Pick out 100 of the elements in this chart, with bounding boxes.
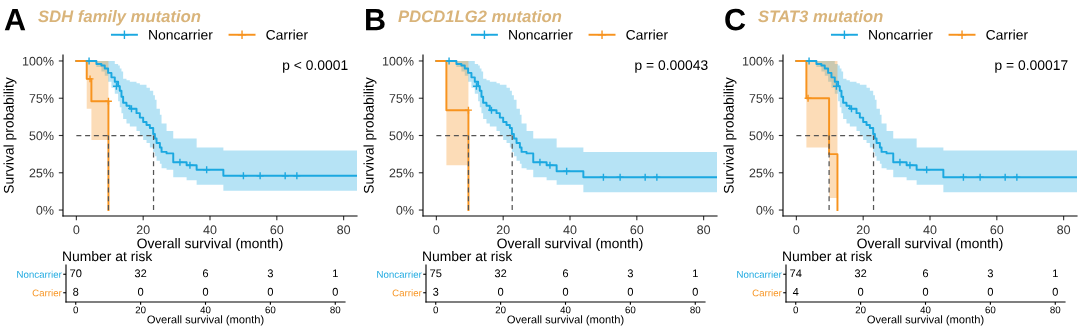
data-label: 0 [627, 287, 634, 296]
legend-label: Noncarrier [509, 29, 573, 40]
point [652, 173, 662, 182]
x-tick-label: 60 [630, 225, 644, 235]
x-tick-label: 80 [330, 306, 341, 314]
y-tick-label: 75% [749, 94, 774, 103]
data-label: 3 [987, 269, 993, 278]
annotation: p = 0.00043 [635, 60, 708, 73]
chart-title: SDH family mutation [38, 10, 201, 26]
x-tick-label: 0 [433, 306, 439, 314]
point [292, 171, 302, 180]
legend-label: Noncarrier [869, 29, 933, 40]
x-tick-label: 0 [73, 225, 80, 235]
point [975, 173, 985, 182]
data-label: 32 [134, 269, 147, 278]
x-tick-label: 20 [136, 225, 150, 235]
y-tick-label: 25% [389, 168, 414, 178]
data-label: 0 [1052, 287, 1058, 296]
data-label: 1 [333, 269, 338, 278]
text: A [4, 9, 26, 31]
x-tick-label: 20 [495, 306, 506, 314]
x-tick-label: 0 [73, 306, 79, 314]
y-tick-label: 25% [29, 168, 54, 178]
x-tick-label: 80 [690, 306, 701, 314]
x-tick-label: 20 [856, 225, 870, 235]
x-tick-label: 20 [496, 225, 510, 235]
x-tick-label: 80 [697, 225, 711, 235]
x-tick-label: 0 [433, 225, 440, 235]
y-tick-label: 100% [382, 56, 414, 66]
data-label: 3 [433, 287, 439, 296]
data-label: 3 [627, 269, 633, 278]
y-tick-label: Noncarrier [737, 270, 782, 278]
y-tick-label: Carrier [752, 289, 782, 297]
data-label: 3 [267, 269, 273, 278]
data-label: 0 [202, 287, 209, 296]
data-label: 6 [922, 269, 929, 278]
data-label: 0 [332, 287, 338, 296]
point [281, 171, 290, 180]
x-tick-label: 40 [923, 225, 937, 235]
text: B [366, 9, 385, 31]
y-axis-title: Survival probability [3, 77, 17, 194]
data-label: 6 [202, 269, 209, 278]
x-tick-label: 40 [560, 306, 571, 314]
y-tick-label: 50% [29, 131, 54, 141]
x-axis-title: Overall survival (month) [507, 315, 624, 326]
y-tick-label: Carrier [32, 289, 62, 297]
data-label: 0 [987, 287, 994, 296]
y-tick-label: Noncarrier [377, 270, 422, 278]
y-tick-label: 25% [749, 168, 774, 178]
x-tick-label: 40 [203, 225, 217, 235]
y-tick-label: 50% [749, 131, 774, 141]
point [464, 105, 473, 115]
x-tick-label: 40 [563, 225, 577, 235]
y-tick-label: Carrier [392, 289, 422, 297]
annotation: p = 0.00017 [995, 60, 1068, 73]
data-label: 0 [922, 287, 929, 296]
y-tick-label: Noncarrier [17, 270, 62, 278]
point [487, 105, 496, 115]
y-tick-label: 0% [756, 205, 774, 215]
x-tick-label: 80 [1050, 306, 1061, 314]
y-tick-label: 75% [29, 94, 54, 103]
x-tick-label: 40 [200, 306, 211, 314]
legend-label: Carrier [266, 29, 308, 40]
x-tick-label: 0 [793, 306, 799, 314]
annotation: p < 0.0001 [283, 60, 348, 73]
x-axis-title: Overall survival (month) [497, 238, 643, 252]
data-label: 8 [73, 287, 79, 296]
chart-title: PDCD1LG2 mutation [398, 10, 562, 23]
y-axis-title: Survival probability [363, 77, 377, 194]
data-label: 0 [562, 287, 569, 296]
data-label: 0 [857, 287, 864, 296]
text: C [725, 8, 746, 31]
data-label: 0 [137, 287, 144, 296]
data-label: 4 [792, 287, 799, 296]
y-axis-title: Survival probability [723, 77, 737, 194]
point [85, 74, 95, 84]
chart-title: Number at risk [423, 251, 513, 262]
x-axis-title: Overall survival (month) [137, 238, 283, 252]
x-tick-label: 20 [135, 306, 146, 314]
y-tick-label: 75% [389, 94, 414, 103]
y-tick-label: 100% [22, 56, 54, 66]
data-label: 75 [430, 269, 442, 278]
point [1001, 173, 1010, 182]
legend-label: Carrier [986, 29, 1028, 40]
data-label: 0 [692, 287, 698, 296]
point [255, 171, 265, 180]
data-label: 70 [70, 269, 82, 278]
y-tick-label: 50% [389, 131, 414, 141]
data-label: 1 [1053, 269, 1058, 278]
x-axis-title: Overall survival (month) [857, 238, 1003, 252]
x-tick-label: 60 [985, 306, 996, 314]
data-label: 32 [494, 269, 507, 278]
x-axis-title: Overall survival (month) [147, 315, 264, 326]
point [1012, 173, 1022, 182]
x-tick-label: 20 [855, 306, 866, 314]
x-tick-label: 60 [265, 306, 276, 314]
x-tick-label: 60 [990, 225, 1004, 235]
data-label: 1 [693, 269, 698, 278]
data-label: 74 [790, 269, 802, 278]
data-label: 0 [267, 287, 274, 296]
